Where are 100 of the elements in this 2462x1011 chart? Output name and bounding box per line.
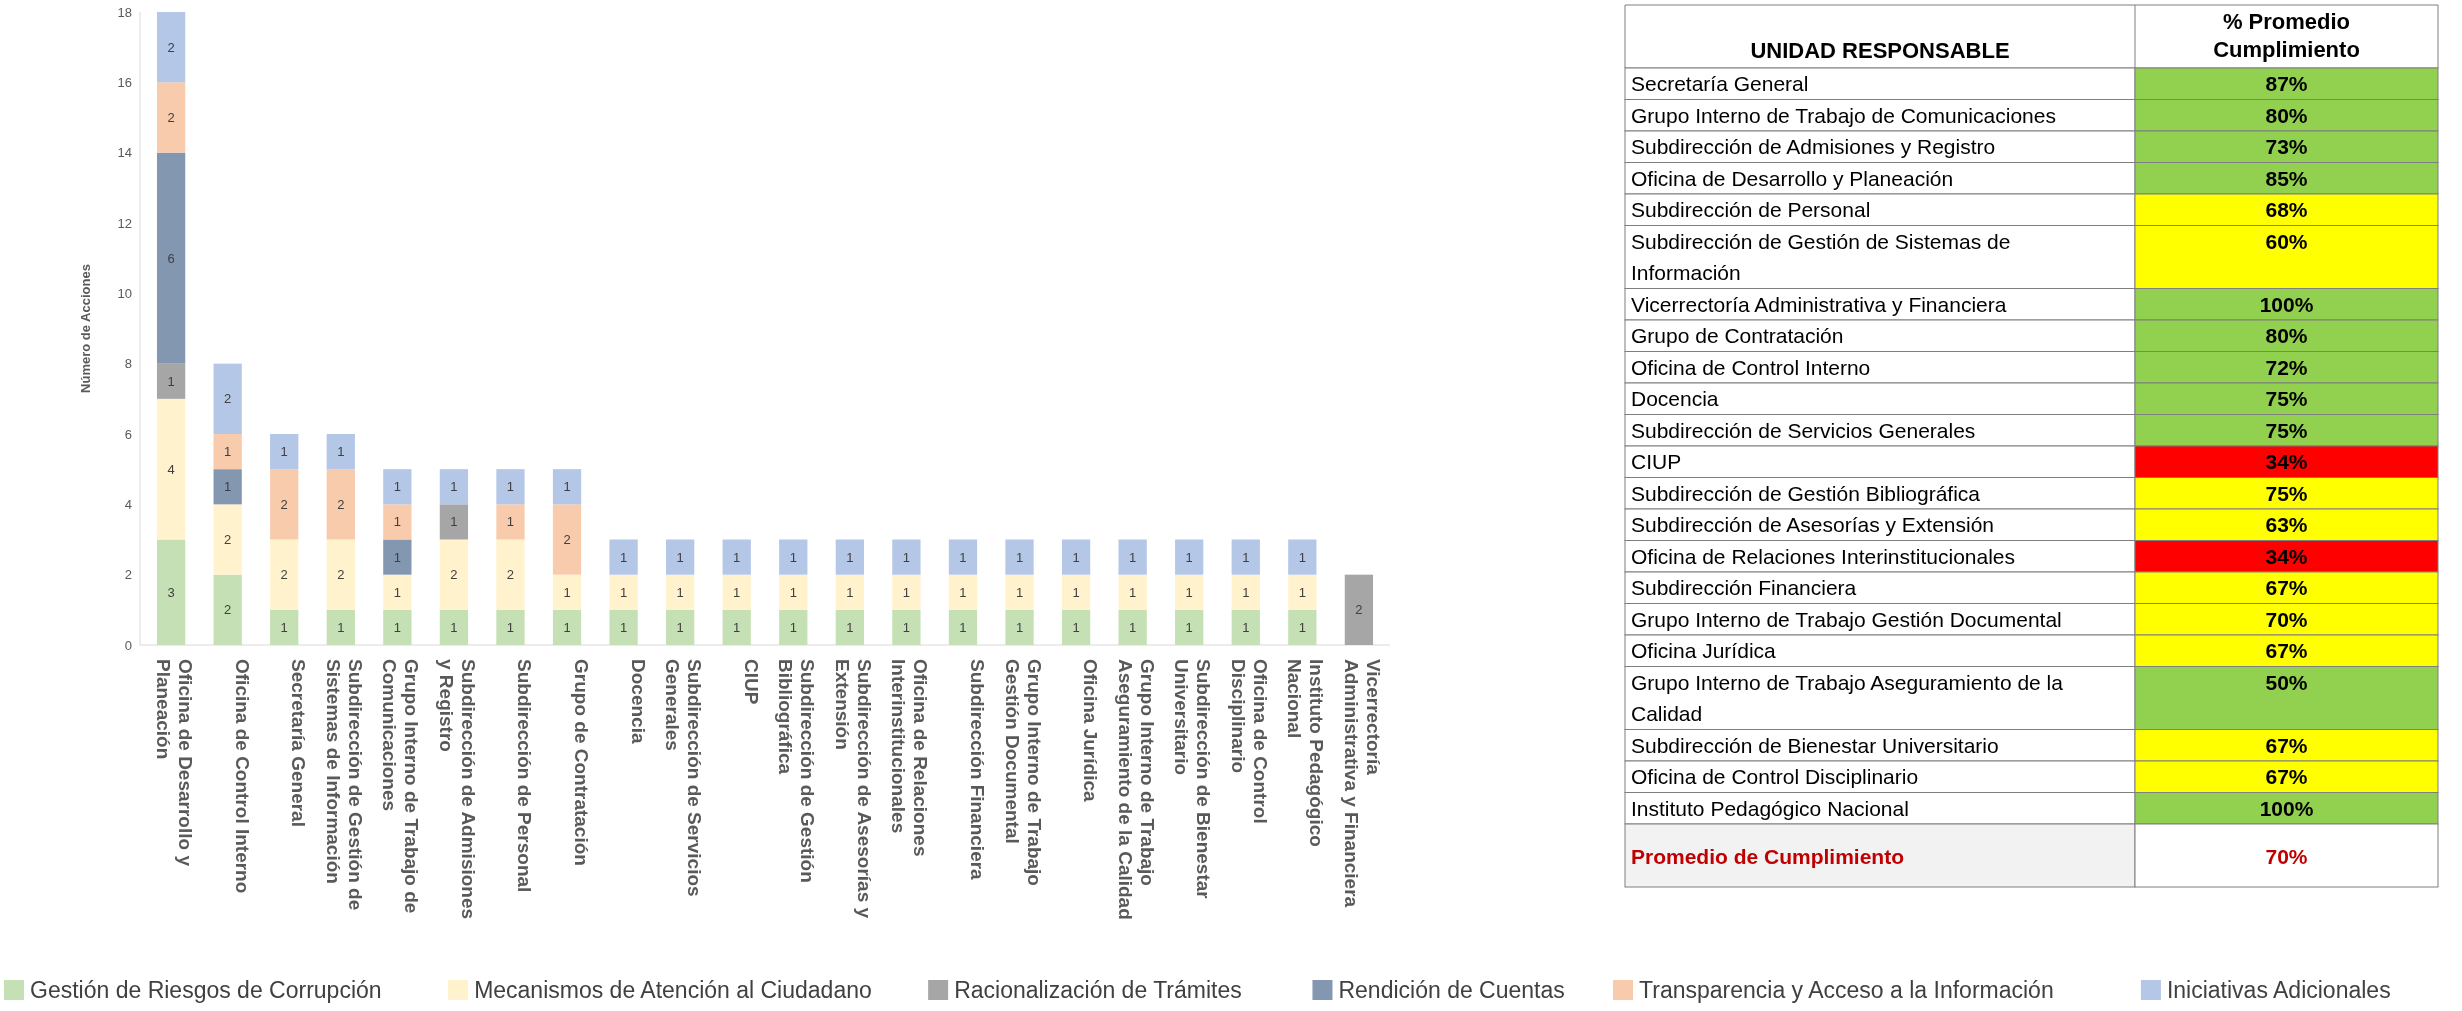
bar [1344,574,1374,645]
y-tick-label: Vicerrectoría Administrativa y Financiera [1631,292,2007,316]
data-label: 2 [506,567,515,583]
data-label: 1 [393,584,401,600]
data-label: 1 [1242,619,1250,635]
legend-label: Iniciativas Adicionales [2166,977,2391,1003]
bar [270,539,299,610]
data-label: 1 [393,514,401,530]
data-label: 1 [846,619,854,635]
y-tick-label: Subdirección Financiera [1631,576,1857,599]
x-tick-label: Grupo Interno de Trabajo de Comunicaciones [379,659,423,914]
x-tick-label: Oficina Jurídica [1080,659,1102,802]
data-label: 1 [789,584,797,600]
y-tick-label: 16 [117,74,132,90]
data-label: 1 [450,479,458,495]
y-tick-label: Docencia [1631,387,1719,410]
data-label: 1 [506,514,515,530]
data-label: 1 [1298,549,1306,565]
bar [326,539,355,610]
bar [892,609,921,645]
data-label: 2 [563,532,571,548]
bar [383,469,412,505]
bar [213,504,242,575]
x-tick-label: Subdirección de Gestión Bibliográfica [775,659,819,883]
data-label: 87% [2265,72,2308,95]
data-label: 1 [337,619,345,635]
data-label: 1 [506,479,515,495]
data-label: 1 [1185,549,1193,565]
bar [666,539,695,575]
data-label: 2 [280,567,288,583]
bar [1118,539,1147,575]
data-label: 1 [846,584,854,600]
bar [722,609,751,645]
y-axis-title: Número de Acciones [78,264,93,393]
bar [496,609,525,645]
x-tick-label: Oficina de Control Disciplinario [1227,659,1271,824]
bar [552,574,582,610]
data-label: 1 [1129,584,1137,600]
y-tick-label: Grupo Interno de Trabajo de Comunicaciones [1631,103,2056,127]
bar [1175,574,1204,610]
data-label: 1 [1242,549,1250,565]
data-label: 1 [733,584,741,600]
x-tick-label: Subdirección de Personal [514,659,536,893]
data-label: 1 [450,619,458,635]
bar [439,504,469,540]
data-label: 70% [2265,607,2308,631]
data-label: 73% [2265,135,2308,158]
y-tick-label: Subdirección de Gestión Bibliográfica [1631,481,1981,505]
y-tick-label: 4 [124,496,132,512]
bar [1005,574,1034,610]
legend-label: Rendición de Cuentas [1338,977,1565,1003]
y-tick-label: Oficina de Control Interno [1631,355,1871,379]
bar [383,539,412,575]
data-label: 1 [959,619,967,635]
bar [383,574,412,610]
data-label: 2 [280,496,288,512]
y-tick-label: Subdirección de Asesorías y Extensión [1631,513,1995,536]
data-label: 1 [1129,619,1137,635]
data-label: 3 [167,584,175,600]
bar [213,469,242,505]
data-label: 67% [2265,733,2308,757]
data-label: 1 [280,444,288,460]
data-label: 67% [2265,765,2308,788]
bar [779,539,808,575]
data-label: 1 [902,619,911,635]
x-tick-label: Grupo Interno de Trabajo Aseguramiento de la Calidad [1114,659,1158,920]
bar [1288,574,1317,610]
bar [326,609,355,645]
data-label: 1 [563,479,571,495]
data-label: 1 [1015,619,1024,635]
data-label: 1 [619,549,628,565]
bar [496,504,525,540]
bar [1061,574,1091,610]
bar [609,539,638,575]
bar [496,539,525,610]
bar [326,434,355,470]
x-tick-label: Grupo Interno de Trabajo Gestión Documental [1001,659,1045,886]
bar [666,574,695,610]
data-label: 1 [733,619,741,635]
bar [892,574,921,610]
data-label: 60% [2265,229,2308,253]
data-label: 75% [2265,481,2308,505]
bar [779,574,808,610]
data-label: 1 [619,584,628,600]
bar [1231,609,1260,645]
data-label: 1 [506,619,515,635]
data-label: 1 [902,549,911,565]
data-label: 1 [393,619,401,635]
data-label: 2 [337,567,345,583]
data-label: 1 [1185,584,1193,600]
data-label: 1 [619,619,628,635]
data-label: 80% [2265,103,2308,127]
y-tick-label: Subdirección de Personal [1631,198,1871,221]
bar [1118,609,1147,645]
x-tick-label: Subdirección de Servicios Generales [662,659,706,897]
data-label: 80% [2265,324,2308,347]
bar [156,363,186,399]
y-tick-label: Grupo Interno de Trabajo Gestión Documental [1631,607,2062,631]
bar [1231,539,1260,575]
y-tick-label: Promedio de Cumplimiento [1631,844,1905,868]
